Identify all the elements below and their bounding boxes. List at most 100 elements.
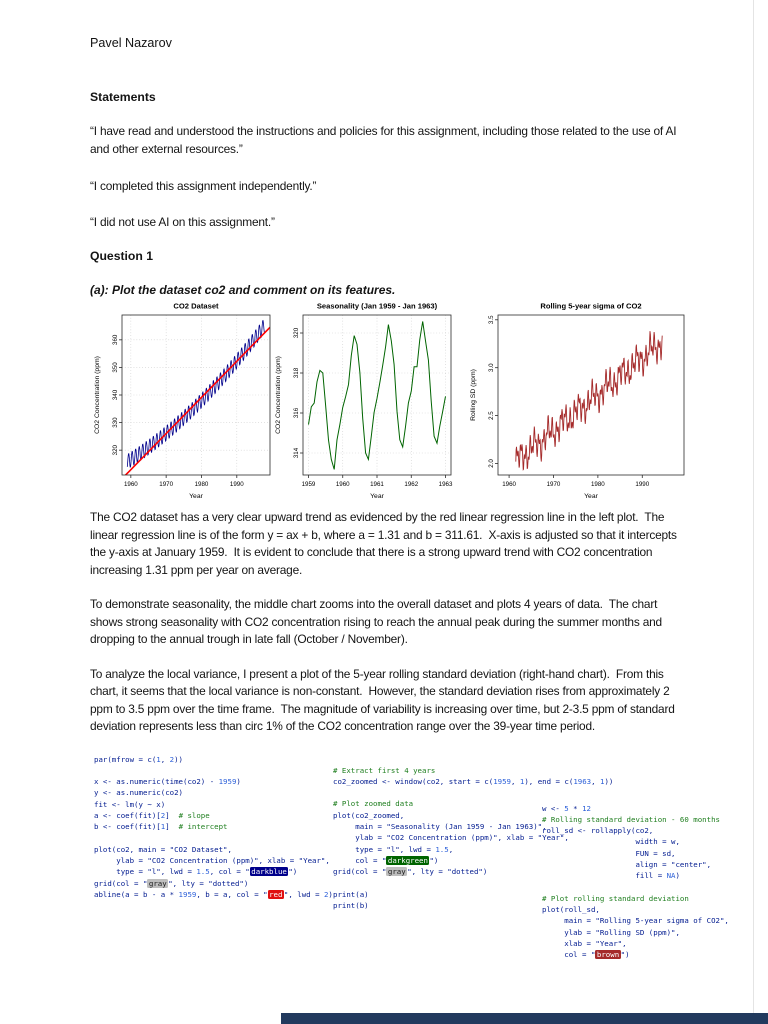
series-linear-regression-a-1.31-b-311.61 (124, 326, 270, 475)
x-tick-label: 1960 (124, 481, 138, 488)
code-line: col = " brown ") (542, 950, 630, 960)
viewer-bottom-bar[interactable] (281, 1013, 768, 1024)
code-line: type = "l", lwd = 1.5, col = " darkblue ") (94, 867, 298, 877)
code-line: y <- as.numeric(co2) (94, 788, 183, 798)
y-tick-label: 2.5 (488, 411, 495, 420)
code-line (94, 833, 333, 844)
y-tick-label: 350 (112, 362, 119, 373)
statements-heading: Statements (90, 90, 156, 104)
series-rolling-5yr-sd (515, 331, 663, 471)
x-tick-label: 1960 (336, 481, 350, 488)
code-line: plot(co2_zoomed, (333, 810, 405, 820)
question-1-heading: Question 1 (90, 249, 153, 263)
code-line (542, 882, 729, 893)
code-line: plot(roll_sd, (542, 905, 600, 915)
y-tick-label: 3.0 (488, 363, 495, 372)
code-line: xlab = "Year", (542, 939, 627, 949)
color-literal-chip: brown (595, 950, 621, 960)
color-literal-chip: gray (386, 867, 408, 877)
x-axis-label: Year (189, 493, 203, 500)
code-line: fill = NA) (542, 871, 680, 881)
charts-row: 1960 1970 1980 1990 320 330 340 350 360 CO2 Datas… (92, 299, 686, 503)
x-tick-label: 1962 (404, 481, 418, 488)
color-literal-chip: darkgreen (386, 855, 430, 865)
x-tick-label: 1963 (439, 481, 453, 488)
code-line: main = "Seasonality (Jan 1959 - Jan 1963… (333, 821, 547, 831)
y-tick-label: 318 (293, 367, 300, 378)
r-code-area: par(mfrow = c(1, 2)) x <- as.numeric(tim… (90, 754, 729, 960)
y-tick-label: 3.5 (488, 315, 495, 324)
code-line: b <- coef(fit)[1] # intercept (94, 822, 228, 832)
paragraph-variance-analysis: To analyze the local variance, I present… (90, 666, 678, 734)
y-axis-label: CO2 Concentration (ppm) (275, 356, 282, 434)
code-line: main = "Rolling 5-year sigma of CO2", (542, 916, 729, 926)
y-tick-label: 316 (293, 407, 300, 418)
x-tick-label: 1960 (502, 481, 516, 488)
code-line: roll_sd <- rollapply(co2, (542, 826, 654, 836)
code-line: plot(co2, main = "CO2 Dataset", (94, 844, 232, 854)
x-tick-label: 1980 (591, 481, 605, 488)
statement-no-ai: “I did not use AI on this assignment.” (90, 214, 275, 229)
y-tick-label: 360 (112, 334, 119, 345)
code-line: co2_zoomed <- window(co2, start = c(1959… (333, 776, 614, 786)
series-co2-zoomed (308, 321, 446, 470)
code-line: type = "l", lwd = 1.5, (333, 844, 454, 854)
y-tick-label: 320 (293, 327, 300, 338)
color-literal-chip: darkblue (249, 867, 289, 877)
code-line: col = " darkgreen ") (333, 855, 439, 865)
co2-dataset-chart: 1960 1970 1980 1990 320 330 340 350 360 CO2 Datas… (94, 302, 271, 500)
code-line: # Rolling standard deviation - 60 months (542, 814, 720, 824)
statement-independent-work: “I completed this assignment independent… (90, 179, 317, 193)
code-line: grid(col = " gray ", lty = "dotted") (333, 867, 488, 877)
r-code-column-left: par(mfrow = c(1, 2)) x <- as.numeric(tim… (94, 754, 333, 901)
code-line: ylab = "Rolling SD (ppm)", (542, 927, 680, 937)
code-line (333, 787, 613, 798)
code-line: a <- coef(fit)[2] # slope (94, 810, 210, 820)
paragraph-trend-analysis: The CO2 dataset has a very clear upward … (90, 510, 680, 577)
chart-title: Seasonality (Jan 1959 - Jan 1963) (317, 302, 438, 311)
x-axis-label: Year (584, 493, 598, 500)
code-line (94, 765, 333, 776)
x-tick-label: 1990 (230, 481, 244, 488)
color-literal-chip: gray (147, 878, 169, 888)
color-literal-chip: red (267, 890, 284, 900)
series-co2-monthly (126, 319, 266, 468)
y-axis-label: CO2 Concentration (ppm) (94, 356, 101, 434)
code-line: print(b) (333, 901, 369, 911)
code-line: w <- 5 * 12 (542, 803, 591, 813)
scrollbar-track[interactable] (753, 0, 754, 1024)
x-tick-label: 1970 (547, 481, 561, 488)
code-line: fit <- lm(y ~ x) (94, 799, 166, 809)
seasonality-chart: 1959 1960 1961 1962 1963 314 316 318 320 Seasonal… (275, 302, 453, 501)
author-name: Pavel Nazarov (90, 36, 172, 50)
statement-ack-instructions: “I have read and understood the instruct… (90, 124, 680, 156)
code-line: width = w, (542, 837, 680, 847)
y-tick-label: 340 (112, 389, 119, 400)
x-tick-label: 1961 (370, 481, 384, 488)
y-tick-label: 330 (112, 417, 119, 428)
code-line: grid(col = " gray ", lty = "dotted") (94, 878, 249, 888)
r-code-column-right: w <- 5 * 12 # Rolling standard deviation … (542, 803, 729, 961)
x-tick-label: 1990 (635, 481, 649, 488)
y-axis-label: Rolling SD (ppm) (470, 369, 477, 421)
code-line: print(a) (333, 889, 369, 899)
part-a-heading: (a): Plot the dataset co2 and comment on… (90, 283, 396, 297)
code-line: FUN = sd, (542, 848, 676, 858)
chart-title: CO2 Dataset (173, 302, 219, 311)
code-line: ylab = "CO2 Concentration (ppm)", xlab =… (333, 833, 569, 843)
x-tick-label: 1959 (302, 481, 316, 488)
paragraph-seasonality-analysis: To demonstrate seasonality, the middle c… (90, 597, 666, 646)
code-line: # Plot rolling standard deviation (542, 893, 689, 903)
code-line: align = "center", (542, 859, 712, 869)
rolling-sd-chart: 1960 1970 1980 1990 2.0 2.5 3.0 3.5 Rolling 5-ye… (470, 302, 685, 500)
x-tick-label: 1970 (159, 481, 173, 488)
y-tick-label: 320 (112, 444, 119, 455)
code-line: ylab = "CO2 Concentration (ppm)", xlab =… (94, 856, 330, 866)
code-line: # Extract first 4 years (333, 765, 436, 775)
code-line: abline(a = b - a * 1959, b = a, col = " r… (94, 890, 333, 900)
x-axis-label: Year (370, 493, 384, 500)
chart-title: Rolling 5-year sigma of CO2 (540, 302, 641, 311)
code-line: # Plot zoomed data (333, 799, 414, 809)
y-tick-label: 2.0 (488, 459, 495, 468)
code-line: par(mfrow = c(1, 2)) (94, 754, 184, 764)
